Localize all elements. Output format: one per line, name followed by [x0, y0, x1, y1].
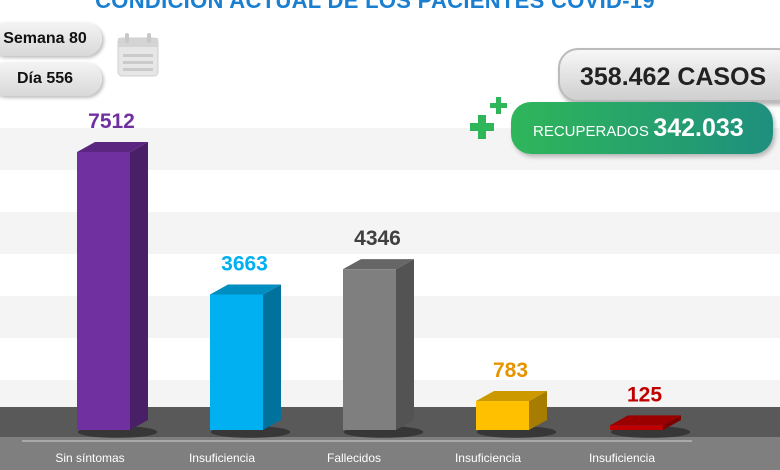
- medical-plus-icon: [470, 97, 507, 139]
- recovered-badge: RECUPERADOS 342.033: [511, 102, 773, 154]
- category-label: Insuficiencia: [189, 451, 255, 465]
- bar-front: [343, 269, 396, 430]
- category-label: Insuficiencia: [589, 451, 655, 465]
- page-title: CONDICIÓN ACTUAL DE LOS PACIENTES COVID-…: [95, 0, 655, 13]
- recovered-value: 342.033: [653, 114, 744, 142]
- bar-1: [210, 284, 291, 438]
- calendar-icon: [117, 33, 159, 77]
- bar-top: [476, 391, 547, 402]
- data-label: 783: [493, 359, 528, 382]
- bar-side: [263, 284, 281, 430]
- bar-front: [77, 152, 130, 430]
- data-label: 7512: [88, 110, 135, 133]
- day-badge: Día 556: [0, 62, 102, 96]
- bar-0: [77, 142, 158, 438]
- bar-side: [663, 415, 681, 430]
- total-cases: 358.462 CASOS: [558, 48, 780, 102]
- category-label: Sin síntomas: [55, 451, 124, 465]
- bar-top: [610, 415, 681, 426]
- bar-3: [476, 391, 557, 438]
- bar-2: [343, 259, 424, 438]
- bar-front: [210, 294, 263, 430]
- bar-front: [476, 401, 529, 430]
- bar-top: [343, 259, 414, 270]
- week-badge: Semana 80: [0, 22, 102, 56]
- bar-top: [210, 284, 281, 295]
- bar-top: [77, 142, 148, 152]
- bar-front: [610, 425, 663, 430]
- bar-side: [529, 391, 547, 430]
- label-band: [0, 437, 780, 470]
- data-label: 4346: [354, 227, 401, 250]
- bar-side: [130, 142, 148, 430]
- data-label: 3663: [221, 252, 268, 275]
- data-label: 125: [627, 383, 662, 406]
- recovered-label: RECUPERADOS: [533, 123, 649, 140]
- bar-side: [396, 259, 414, 430]
- category-label: Insuficiencia: [455, 451, 521, 465]
- category-label: Fallecidos: [327, 451, 381, 465]
- bar-4: [610, 415, 691, 438]
